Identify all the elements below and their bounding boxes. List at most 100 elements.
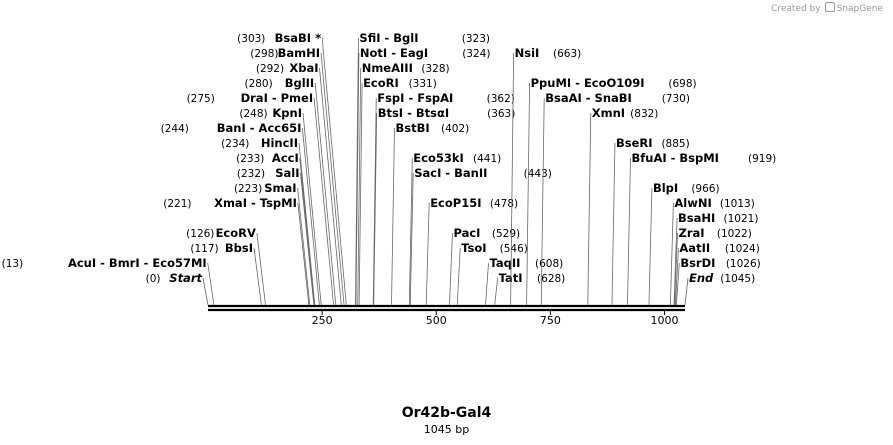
cut-position: (1024) [725,243,760,255]
enzyme-site-paci[interactable]: PacI (529) [449,226,520,306]
enzyme-site-drai-pmei[interactable]: DraI - PmeI (275) [187,91,334,306]
enzyme-site-end[interactable]: End (1045) [684,271,755,306]
enzyme-site-acui-bmri-eco57mi[interactable]: AcuI - BmrI - Eco57MI (13) [2,256,215,306]
enzyme-site-bsabi-[interactable]: BsaBI * (303) [237,31,347,306]
cut-leader-line [298,142,316,306]
enzyme-name: XmaI - TspMI [214,196,297,210]
enzyme-site-blpi[interactable]: BlpI (966) [648,181,720,306]
enzyme-site-ppumi-ecoo109i[interactable]: PpuMI - EcoO109I (698) [526,76,697,306]
enzyme-site-bseri[interactable]: BseRI (885) [611,136,690,306]
enzyme-name: XmnI [592,106,625,120]
cut-position: (126) [186,228,214,240]
enzyme-site-nmeaiii[interactable]: NmeAIII (328) [357,61,450,306]
plasmid-length: 1045 bp [423,423,470,436]
cut-position: (730) [662,93,690,105]
enzyme-name: TsoI [461,241,486,255]
cut-leader-line [669,202,674,306]
enzyme-site-tsoi[interactable]: TsoI (546) [456,241,528,306]
cut-position: (1045) [720,273,755,285]
enzyme-name: AatII [679,241,710,255]
cut-leader-line [485,262,489,306]
enzyme-site-bsrdi[interactable]: BsrDI (1026) [675,256,761,306]
enzyme-site-ecorv[interactable]: EcoRV(126) [186,226,266,306]
enzyme-name: EcoRI [363,76,399,90]
enzyme-site-bstbi[interactable]: BstBI (402) [391,121,469,306]
enzyme-site-ecop15i[interactable]: EcoP15I (478) [425,196,518,306]
enzyme-name: HincII [261,136,298,150]
enzyme-name: NmeAIII [362,61,413,75]
enzyme-site-kpni[interactable]: KpnI (248) [239,106,322,306]
enzyme-site-tati[interactable]: TatI (628) [494,271,566,306]
cut-leader-line [587,112,592,306]
cut-position: (663) [553,48,581,60]
enzyme-name: BbsI [225,241,253,255]
credit-prefix: Created by [771,4,821,14]
cut-leader-line [300,172,315,306]
enzyme-site-bsaai-snabi[interactable]: BsaAI - SnaBI (730) [540,91,690,306]
enzyme-site-fspi-fspai[interactable]: FspI - FspAI (362) [372,91,515,306]
enzyme-name: BanI - Acc65I [217,121,302,135]
enzyme-site-nsii[interactable]: NsiI (663) [510,46,582,306]
enzyme-site-xbai[interactable]: XbaI (292) [256,61,342,306]
cut-leader-line [611,142,616,306]
cut-leader-line [357,67,362,306]
enzyme-name: BtsI - BtsαI [378,106,449,120]
enzyme-site-zrai[interactable]: ZraI (1022) [674,226,752,306]
cut-position: (0) [146,273,161,285]
enzyme-site-bbsi[interactable]: BbsI (117) [190,241,262,306]
cut-position: (441) [473,153,501,165]
cut-position: (1022) [717,228,752,240]
enzyme-site-hincii[interactable]: HincII (234) [221,136,316,306]
enzyme-site-sfii-bgli[interactable]: SfiI - BglI (323) [355,31,490,306]
cut-leader-line [321,37,347,306]
cut-position: (478) [490,198,518,210]
ruler-tick-label: 500 [426,314,447,327]
enzyme-site-sali[interactable]: SalI (232) [237,166,315,306]
cut-position: (324) [462,48,490,60]
enzyme-site-alwni[interactable]: AlwNI (1013) [669,196,755,306]
enzyme-site-start[interactable]: Start (0) [146,271,209,306]
enzyme-site-bani-acc65i[interactable]: BanI - Acc65I (244) [161,121,320,306]
enzyme-site-xmai-tspmi[interactable]: XmaI - TspMI (221) [163,196,310,306]
cut-leader-line [540,97,545,306]
enzyme-name: AlwNI [674,196,711,210]
cut-leader-line [456,247,461,306]
enzyme-name: BlpI [653,181,678,195]
enzyme-name: End [689,271,714,285]
enzyme-site-eco53ki[interactable]: Eco53kI (441) [408,151,501,306]
plasmid-name: Or42b-Gal4 [401,405,492,421]
cut-leader-line [301,127,320,306]
enzyme-name: SalI [275,166,299,180]
cut-position: (363) [487,108,515,120]
cut-position: (1021) [724,213,759,225]
cut-leader-line [297,187,311,306]
enzyme-site-noti-eagi[interactable]: NotI - EagI (324) [355,46,491,306]
enzyme-name: BglII [285,76,315,90]
enzyme-site-aatii[interactable]: AatII (1024) [675,241,760,306]
cut-leader-line [494,277,499,306]
cut-position: (275) [187,93,215,105]
enzyme-site-saci-banii[interactable]: SacI - BanII (443) [409,166,552,306]
enzyme-name: EcoRV [216,226,256,240]
enzyme-site-acci[interactable]: AccI (233) [236,151,315,306]
enzyme-site-xmni[interactable]: XmnI (832) [587,106,659,306]
enzyme-site-btsi-bts-i[interactable]: BtsI - BtsαI (363) [373,106,516,306]
cut-leader-line [408,157,413,306]
enzyme-name: BsaAI - SnaBI [545,91,632,105]
enzyme-name: NotI - EagI [360,46,428,60]
ruler-tick-label: 1000 [650,314,678,327]
cut-leader-line [627,157,631,306]
cut-leader-line [425,202,430,306]
enzyme-name: BfuAI - BspMI [631,151,718,165]
enzyme-site-smai[interactable]: SmaI(223) [234,181,311,306]
cut-leader-line [373,112,378,306]
enzyme-site-bfuai-bspmi[interactable]: BfuAI - BspMI (919) [627,151,776,306]
enzyme-site-bglii[interactable]: BglII (280) [244,76,337,306]
enzyme-site-ecori[interactable]: EcoRI (331) [358,76,437,306]
cut-position: (292) [256,63,284,75]
cut-leader-line [355,37,359,306]
cut-leader-line [202,277,209,306]
enzyme-site-bamhi[interactable]: BamHI(298) [250,46,345,306]
cut-leader-line [673,217,678,306]
enzyme-site-bsahi[interactable]: BsaHI (1021) [673,211,759,306]
